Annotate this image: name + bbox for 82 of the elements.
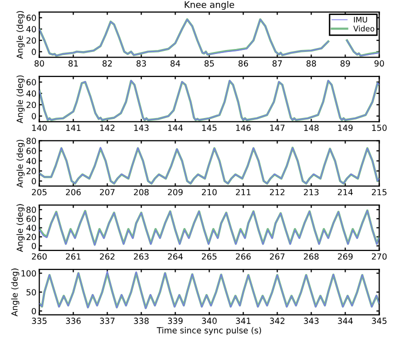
x-tick-label: 147 [270,124,284,131]
x-tick-label: 336 [66,318,81,324]
x-tick-label: 83 [136,60,146,67]
y-tick-label: 50 [26,289,36,296]
x-tick-label: 145 [202,124,216,131]
x-tick-label: 143 [134,124,149,131]
x-tick-label: 262 [100,253,114,260]
x-tick-label: 340 [202,318,217,324]
x-tick-label: 142 [100,124,114,131]
x-tick-label: 261 [66,253,80,260]
x-tick-label: 345 [372,318,386,324]
x-tick-label: 214 [338,188,353,196]
y-tick-label: 0 [32,178,36,184]
y-tick-label: 60 [26,79,36,86]
y-tick-label: 40 [26,158,36,164]
y-axis-title: Angle (deg) [16,204,25,252]
y-tick-label: 20 [26,37,36,44]
y-tick-label: 20 [26,168,36,174]
x-tick-label: 212 [270,188,284,196]
x-axis-title: Time since sync pulse (s) [156,326,262,336]
y-tick-label: 80 [26,206,36,213]
x-tick-label: 209 [168,188,183,196]
y-tick-label: 40 [26,224,36,232]
y-tick-label: 80 [26,138,36,144]
x-tick-label: 146 [236,124,251,131]
x-tick-label: 144 [168,124,183,131]
x-tick-label: 206 [66,188,81,196]
y-axis-title: Angle (deg) [16,75,25,124]
y-tick-label: 0 [32,48,36,55]
x-tick-label: 210 [202,188,217,196]
x-tick-label: 269 [338,253,353,260]
y-tick-label: 20 [26,102,36,108]
x-tick-label: 337 [100,318,115,324]
y-tick-label: 0 [32,308,36,314]
y-tick-label: 60 [26,148,36,154]
x-tick-label: 339 [168,318,183,324]
x-tick-label: 266 [236,253,251,260]
x-tick-label: 343 [304,318,319,324]
x-tick-label: 207 [100,188,115,196]
x-tick-label: 81 [68,60,78,67]
x-tick-label: 141 [66,124,80,131]
x-tick-label: 264 [168,253,183,260]
x-tick-label: 89 [340,60,350,67]
x-tick-label: 140 [32,124,47,131]
x-tick-label: 211 [236,188,250,196]
x-tick-label: 86 [238,60,248,67]
x-tick-label: 267 [270,253,284,260]
y-tick-label: 0 [32,242,36,250]
x-tick-label: 215 [372,188,386,196]
y-axis-title: Angle (deg) [16,140,25,188]
x-tick-label: 213 [304,188,319,196]
x-tick-label: 270 [372,253,387,260]
x-tick-label: 341 [236,318,250,324]
y-tick-label: 60 [26,216,36,222]
x-tick-label: 342 [270,318,284,324]
x-tick-label: 335 [32,318,47,324]
chart-title: Knee angle [184,1,234,10]
x-tick-label: 150 [372,124,387,131]
x-tick-label: 90 [374,60,384,67]
y-tick-label: 60 [26,14,36,21]
x-tick-label: 344 [338,318,353,324]
y-tick-label: 0 [32,113,36,120]
y-axis-title: Angle (deg) [11,268,20,316]
x-tick-label: 82 [102,60,112,67]
x-tick-label: 338 [134,318,149,324]
x-tick-label: 87 [272,60,282,67]
x-tick-label: 149 [338,124,353,131]
x-tick-label: 85 [204,60,214,67]
x-tick-label: 88 [306,60,316,67]
x-tick-label: 265 [202,253,216,260]
x-tick-label: 84 [170,60,180,67]
y-tick-label: 100 [22,270,36,277]
y-tick-label: 20 [26,234,36,240]
x-tick-label: 268 [304,253,319,260]
x-tick-label: 148 [304,124,319,131]
y-tick-label: 40 [26,26,36,32]
x-tick-label: 260 [32,253,47,260]
x-tick-label: 205 [32,188,47,196]
y-axis-title: Angle (deg) [16,11,25,59]
x-tick-label: 263 [134,253,149,260]
y-tick-label: 40 [26,90,36,97]
x-tick-label: 208 [134,188,149,196]
